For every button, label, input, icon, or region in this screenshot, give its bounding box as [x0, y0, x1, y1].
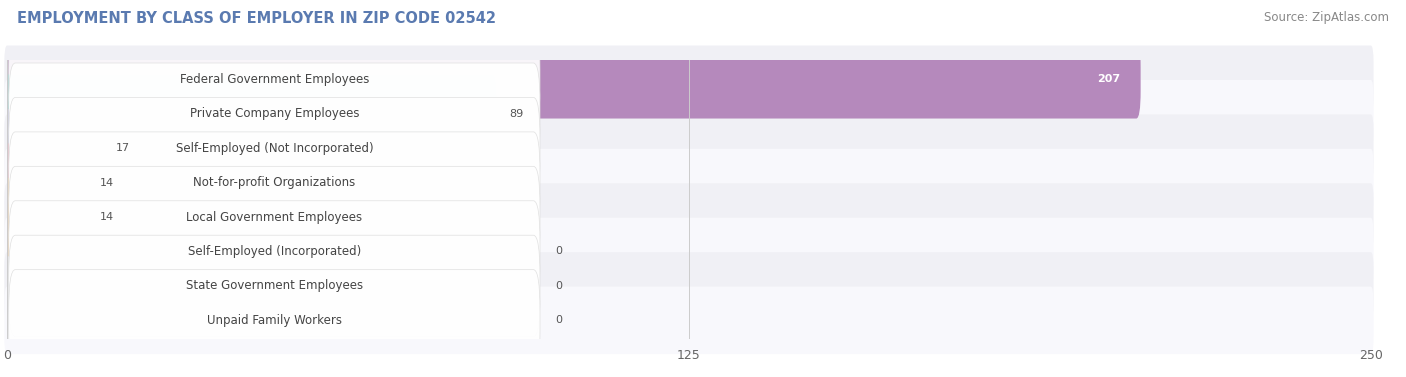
FancyBboxPatch shape — [8, 201, 540, 302]
Text: Source: ZipAtlas.com: Source: ZipAtlas.com — [1264, 11, 1389, 24]
Text: 14: 14 — [100, 212, 114, 222]
Text: Federal Government Employees: Federal Government Employees — [180, 73, 368, 86]
FancyBboxPatch shape — [4, 218, 1374, 285]
Text: 17: 17 — [117, 143, 131, 153]
FancyBboxPatch shape — [8, 132, 540, 233]
FancyBboxPatch shape — [8, 166, 540, 268]
FancyBboxPatch shape — [4, 149, 1374, 216]
FancyBboxPatch shape — [8, 29, 540, 130]
FancyBboxPatch shape — [4, 46, 1374, 113]
FancyBboxPatch shape — [4, 252, 1374, 320]
FancyBboxPatch shape — [8, 97, 540, 199]
FancyBboxPatch shape — [3, 178, 87, 256]
FancyBboxPatch shape — [4, 114, 1374, 182]
Text: 14: 14 — [100, 178, 114, 188]
Text: 207: 207 — [1097, 74, 1121, 84]
Text: Self-Employed (Not Incorporated): Self-Employed (Not Incorporated) — [176, 142, 373, 155]
Text: Private Company Employees: Private Company Employees — [190, 107, 359, 120]
Text: Local Government Employees: Local Government Employees — [186, 210, 363, 224]
Text: Unpaid Family Workers: Unpaid Family Workers — [207, 314, 342, 327]
FancyBboxPatch shape — [3, 40, 1140, 118]
FancyBboxPatch shape — [4, 183, 1374, 251]
FancyBboxPatch shape — [8, 235, 540, 337]
Text: Self-Employed (Incorporated): Self-Employed (Incorporated) — [188, 245, 361, 258]
Text: Not-for-profit Organizations: Not-for-profit Organizations — [193, 176, 356, 189]
FancyBboxPatch shape — [3, 143, 87, 222]
FancyBboxPatch shape — [4, 287, 1374, 354]
FancyBboxPatch shape — [3, 109, 104, 187]
FancyBboxPatch shape — [4, 80, 1374, 147]
Text: 89: 89 — [509, 109, 523, 119]
Text: 0: 0 — [555, 281, 562, 291]
FancyBboxPatch shape — [8, 270, 540, 371]
FancyBboxPatch shape — [3, 74, 496, 153]
Text: State Government Employees: State Government Employees — [186, 279, 363, 293]
Text: EMPLOYMENT BY CLASS OF EMPLOYER IN ZIP CODE 02542: EMPLOYMENT BY CLASS OF EMPLOYER IN ZIP C… — [17, 11, 496, 26]
Text: 0: 0 — [555, 247, 562, 256]
FancyBboxPatch shape — [8, 63, 540, 164]
Text: 0: 0 — [555, 315, 562, 325]
